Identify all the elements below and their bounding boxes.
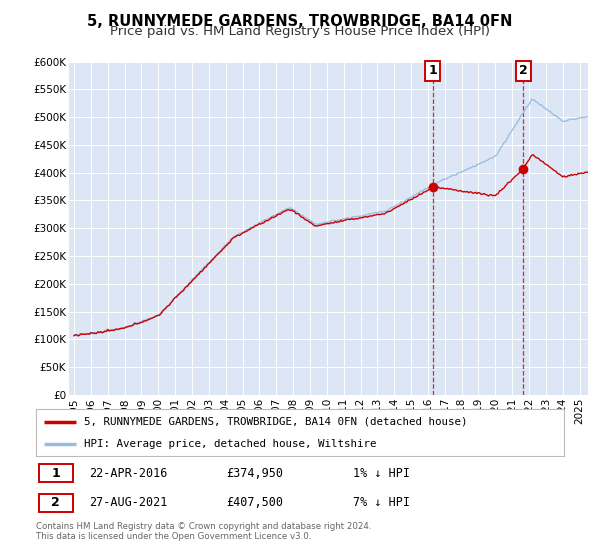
Text: 1% ↓ HPI: 1% ↓ HPI xyxy=(353,467,410,480)
Text: 27-AUG-2021: 27-AUG-2021 xyxy=(89,496,167,509)
Text: £374,950: £374,950 xyxy=(226,467,283,480)
Text: HPI: Average price, detached house, Wiltshire: HPI: Average price, detached house, Wilt… xyxy=(83,438,376,449)
Text: 1: 1 xyxy=(52,467,60,480)
FancyBboxPatch shape xyxy=(38,493,73,512)
Text: 5, RUNNYMEDE GARDENS, TROWBRIDGE, BA14 0FN (detached house): 5, RUNNYMEDE GARDENS, TROWBRIDGE, BA14 0… xyxy=(83,417,467,427)
Text: 2: 2 xyxy=(519,64,527,77)
Text: £407,500: £407,500 xyxy=(226,496,283,509)
Text: Contains HM Land Registry data © Crown copyright and database right 2024.
This d: Contains HM Land Registry data © Crown c… xyxy=(36,522,371,542)
Text: 7% ↓ HPI: 7% ↓ HPI xyxy=(353,496,410,509)
Text: Price paid vs. HM Land Registry's House Price Index (HPI): Price paid vs. HM Land Registry's House … xyxy=(110,25,490,38)
Text: 2: 2 xyxy=(52,496,60,509)
Text: 5, RUNNYMEDE GARDENS, TROWBRIDGE, BA14 0FN: 5, RUNNYMEDE GARDENS, TROWBRIDGE, BA14 0… xyxy=(88,14,512,29)
FancyBboxPatch shape xyxy=(38,464,73,482)
Text: 1: 1 xyxy=(428,64,437,77)
Text: 22-APR-2016: 22-APR-2016 xyxy=(89,467,167,480)
